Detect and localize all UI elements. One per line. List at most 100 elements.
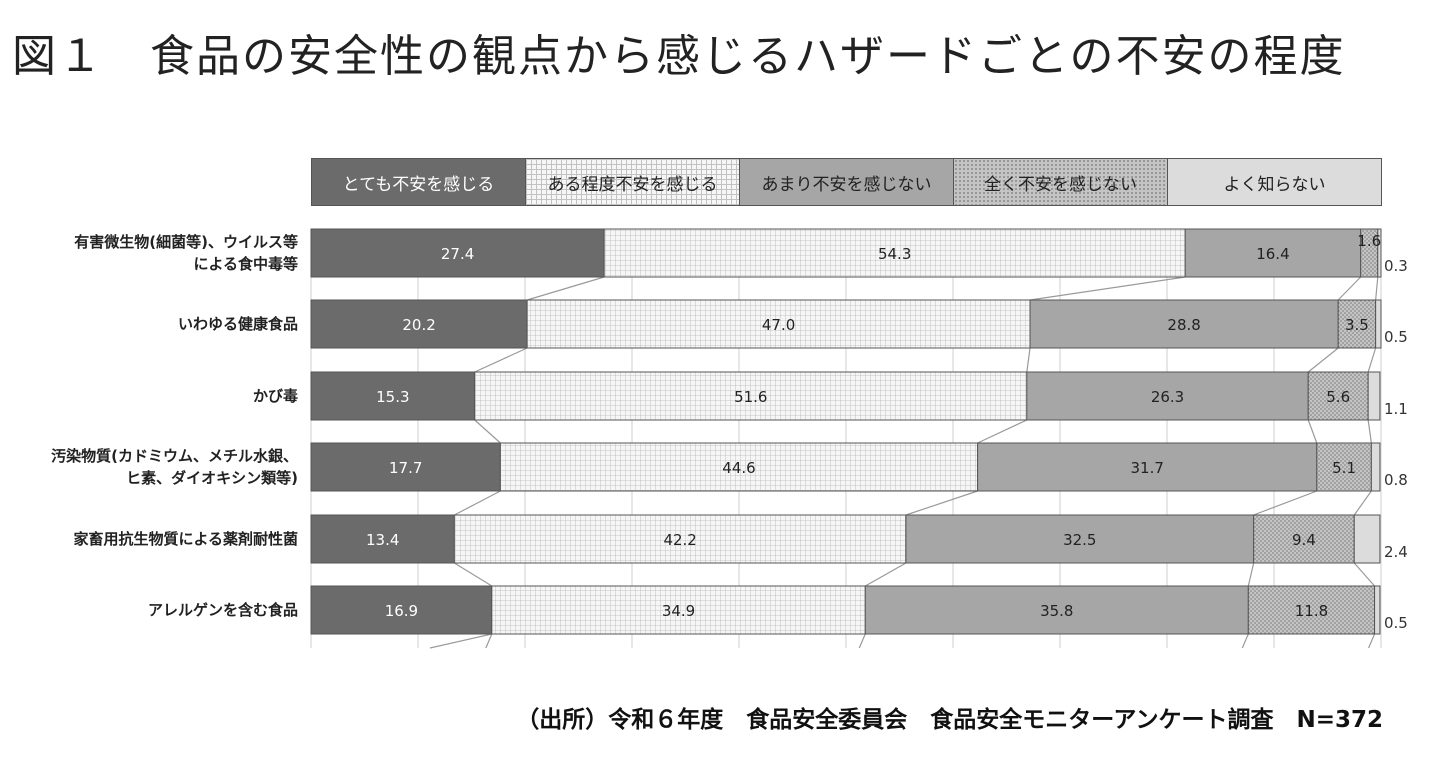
bar-segment (526, 299, 1031, 349)
data-label: 13.4 (366, 531, 399, 549)
connector-line (454, 562, 493, 587)
bar-segment (1026, 371, 1309, 421)
connector-line (1353, 490, 1372, 516)
data-label: 9.4 (1292, 531, 1316, 549)
data-label: 0.3 (1384, 257, 1408, 275)
connector-line (1353, 562, 1376, 587)
connector-line (429, 633, 492, 649)
connector-line (1241, 633, 1249, 649)
connector-line (485, 633, 493, 649)
bar-segment (1337, 299, 1377, 349)
bar-segment (1367, 371, 1381, 421)
data-label: 0.8 (1384, 471, 1408, 489)
connector-line (1247, 562, 1255, 587)
connector-line (1307, 419, 1318, 444)
data-label: 0.5 (1384, 328, 1408, 346)
connector-line (864, 562, 907, 587)
data-label: 5.1 (1332, 459, 1356, 477)
connector-line (454, 490, 501, 516)
category-label: いわゆる健康食品 (178, 313, 298, 335)
connector-line (474, 347, 528, 373)
bar-segment (1307, 371, 1369, 421)
data-label: 1.6 (1357, 232, 1381, 250)
data-label: 51.6 (734, 388, 767, 406)
data-label: 34.9 (662, 602, 695, 620)
data-label: 35.8 (1040, 602, 1073, 620)
connector-line (1026, 347, 1031, 373)
bar-segment (1377, 228, 1382, 278)
connector-line (858, 633, 866, 649)
bar-segment (1374, 585, 1381, 635)
connector-line (1029, 276, 1186, 301)
data-label: 0.5 (1384, 614, 1408, 632)
category-label: アレルゲンを含む食品 (148, 599, 298, 621)
connector-line (1337, 276, 1362, 301)
bar-segment (977, 442, 1318, 492)
legend-item: あまり不安を感じない (739, 158, 954, 206)
category-label: かび毒 (253, 385, 298, 407)
data-label: 47.0 (762, 316, 795, 334)
legend-item: ある程度不安を感じる (525, 158, 740, 206)
data-label: 54.3 (878, 245, 911, 263)
legend-item: よく知らない (1167, 158, 1382, 206)
data-label: 42.2 (663, 531, 696, 549)
connector-line (474, 419, 501, 444)
data-label: 20.2 (402, 316, 435, 334)
connector-line (526, 276, 605, 301)
category-label-line: 有害微生物(細菌等)、ウイルス等 (74, 233, 298, 251)
data-label: 16.9 (385, 602, 418, 620)
category-label-line: による食中毒等 (193, 255, 298, 273)
bar-segment (1375, 299, 1382, 349)
category-label: 家畜用抗生物質による薬剤耐性菌 (73, 528, 298, 550)
source-note: （出所）令和６年度 食品安全委員会 食品安全モニターアンケート調査 N=372 (516, 707, 1383, 733)
data-label: 44.6 (722, 459, 755, 477)
connector-line (1368, 633, 1376, 649)
category-label: 汚染物質(カドミウム、メチル水銀、ヒ素、ダイオキシン類等) (51, 445, 298, 489)
data-label: 17.7 (389, 459, 422, 477)
bar-segment (453, 514, 907, 564)
stacked-bar-chart: 27.4 54.3 16.4 1.60.3 20.2 47.0 28.8 3.5 0.5 15.3… (310, 228, 1408, 649)
data-label: 27.4 (441, 245, 474, 263)
bar-segment (1353, 514, 1381, 564)
legend-item: とても不安を感じる (311, 158, 526, 206)
bar-segment (499, 442, 979, 492)
bar-segment (310, 299, 528, 349)
category-label-line: いわゆる健康食品 (177, 315, 298, 333)
data-label: 2.4 (1384, 543, 1408, 561)
connector-line (1367, 419, 1372, 444)
bar-segment (1184, 228, 1362, 278)
bar-segment (864, 585, 1249, 635)
bar-segment (310, 442, 501, 492)
category-label-line: かび毒 (252, 387, 298, 405)
connector-line (1307, 347, 1339, 373)
connector-line (1253, 490, 1318, 516)
data-label: 28.8 (1167, 316, 1200, 334)
bar-segment (905, 514, 1255, 564)
category-label-line: 家畜用抗生物質による薬剤耐性菌 (73, 530, 298, 548)
bar-segment (1370, 442, 1381, 492)
data-label: 3.5 (1345, 316, 1369, 334)
connector-line (1375, 276, 1379, 301)
category-label-line: アレルゲンを含む食品 (147, 601, 298, 619)
chart-title: 図１ 食品の安全性の観点から感じるハザードごとの不安の程度 (12, 31, 1346, 82)
category-label-line: ヒ素、ダイオキシン類等) (126, 469, 298, 487)
data-label: 31.7 (1131, 459, 1164, 477)
bar-segment (310, 371, 476, 421)
legend-item: 全く不安を感じない (953, 158, 1168, 206)
category-label-line: 汚染物質(カドミウム、メチル水銀、 (51, 447, 298, 465)
data-label: 16.4 (1256, 245, 1289, 263)
connector-line (905, 490, 978, 516)
bar-segment (1316, 442, 1372, 492)
data-label: 5.6 (1326, 388, 1350, 406)
bar-segment (491, 585, 866, 635)
data-label: 11.8 (1295, 602, 1328, 620)
bar-segment (1029, 299, 1339, 349)
bar-segment (474, 371, 1028, 421)
data-label: 1.1 (1384, 400, 1408, 418)
bar-segment (1247, 585, 1376, 635)
bar-segment (1253, 514, 1355, 564)
category-label: 有害微生物(細菌等)、ウイルス等による食中毒等 (74, 231, 298, 275)
connector-line (977, 419, 1028, 444)
data-label: 32.5 (1063, 531, 1096, 549)
data-label: 26.3 (1151, 388, 1184, 406)
